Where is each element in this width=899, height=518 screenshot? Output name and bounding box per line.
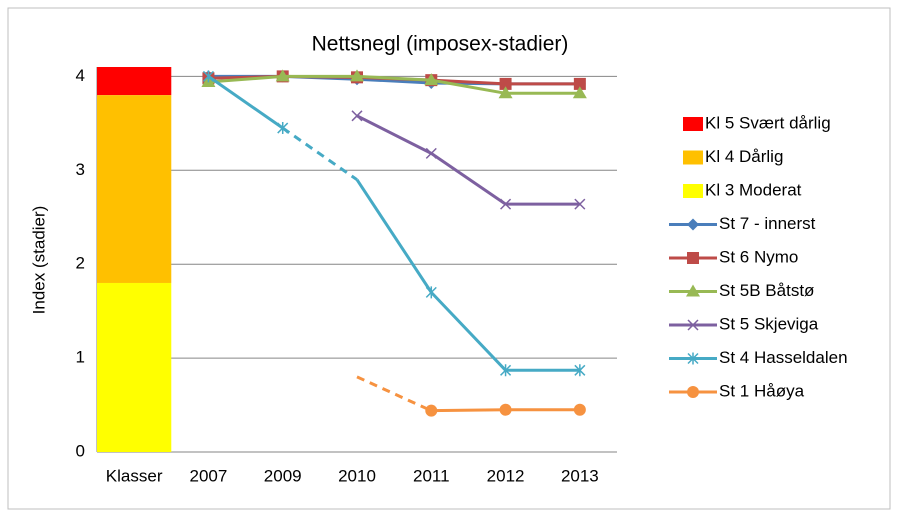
marker — [573, 77, 586, 90]
chart-title: Nettsnegl (imposex-stadier) — [312, 33, 569, 56]
line-segment — [431, 78, 506, 95]
marker — [687, 252, 699, 264]
marker — [425, 286, 437, 299]
legend-swatch — [683, 150, 703, 165]
marker — [572, 86, 587, 99]
marker — [499, 77, 512, 90]
marker — [351, 110, 363, 122]
line-segment — [431, 408, 506, 413]
marker — [687, 352, 699, 365]
marker — [498, 86, 513, 99]
legend-label: St 4 Hasseldalen — [719, 348, 848, 367]
marker — [275, 69, 290, 82]
x-tick-label: 2011 — [413, 466, 450, 485]
x-tick-label: 2007 — [190, 466, 228, 485]
y-tick-label: 4 — [76, 66, 85, 85]
marker — [424, 73, 439, 86]
marker — [574, 364, 586, 377]
legend-label: Kl 3 Moderat — [705, 180, 802, 199]
line-segment — [355, 178, 433, 294]
marker — [202, 70, 214, 83]
marker — [500, 364, 512, 377]
marker — [574, 198, 586, 210]
marker — [350, 69, 364, 82]
marker — [686, 284, 700, 297]
bar — [97, 282, 172, 452]
legend-label: Kl 5 Svært dårlig — [705, 113, 831, 132]
y-tick-label: 1 — [76, 348, 85, 367]
line-segment — [208, 74, 283, 84]
x-tick-label: 2009 — [264, 466, 302, 485]
marker — [687, 319, 699, 331]
marker — [687, 386, 699, 398]
y-tick-label: 0 — [76, 441, 85, 460]
line-segment — [207, 75, 284, 130]
marker — [500, 198, 512, 210]
line-segment — [356, 77, 432, 85]
marker — [425, 147, 437, 159]
y-axis-label: Index (stadier) — [29, 206, 48, 315]
marker — [425, 404, 438, 417]
line-segment — [431, 78, 506, 86]
bar — [97, 67, 172, 96]
legend-label: Kl 4 Dårlig — [705, 147, 783, 166]
legend-label: St 5B Båtstø — [719, 281, 814, 300]
line-segment — [430, 291, 507, 372]
legend-label: St 7 - innerst — [719, 214, 816, 233]
marker — [499, 403, 512, 416]
legend-label: St 1 Håøya — [719, 381, 805, 400]
y-tick-label: 3 — [76, 160, 85, 179]
marker — [573, 403, 586, 416]
x-tick-label: 2010 — [338, 466, 376, 485]
x-tick-label: 2012 — [487, 466, 525, 485]
legend-swatch — [683, 117, 703, 131]
line-segment — [281, 126, 358, 181]
x-tick-label: Klasser — [106, 466, 163, 485]
legend-label: St 6 Nymo — [719, 247, 798, 266]
marker — [277, 122, 289, 135]
line-segment — [356, 114, 432, 155]
y-tick-label: 2 — [76, 254, 85, 273]
legend-swatch — [683, 184, 703, 198]
line-segment — [430, 152, 507, 206]
marker — [687, 218, 699, 231]
x-tick-label: 2013 — [561, 466, 599, 485]
line-segment — [356, 74, 432, 82]
bar — [97, 95, 172, 283]
legend-label: St 5 Skjeviga — [719, 314, 819, 333]
